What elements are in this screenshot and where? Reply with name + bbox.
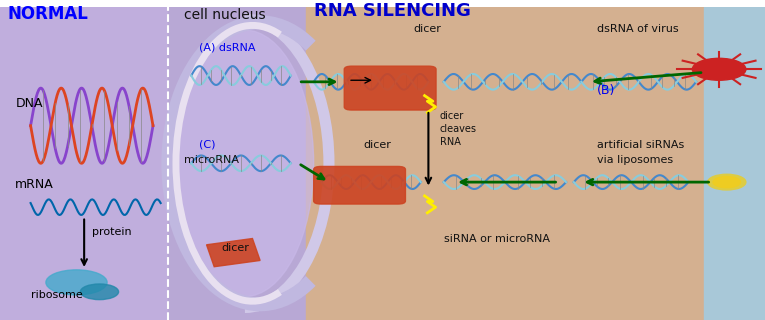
Text: cleaves: cleaves: [440, 124, 477, 134]
FancyBboxPatch shape: [314, 166, 405, 204]
Bar: [168, 7, 306, 320]
Text: (A) dsRNA: (A) dsRNA: [199, 43, 256, 52]
Text: RNA: RNA: [440, 137, 461, 147]
Ellipse shape: [46, 270, 107, 295]
Circle shape: [708, 174, 746, 190]
Text: dicer: dicer: [440, 111, 464, 121]
Text: siRNA or microRNA: siRNA or microRNA: [444, 234, 550, 244]
Text: (B): (B): [597, 84, 615, 97]
Circle shape: [692, 58, 746, 80]
Polygon shape: [207, 238, 260, 267]
Ellipse shape: [176, 30, 314, 297]
Text: cell nucleus: cell nucleus: [184, 8, 265, 22]
Text: dicer: dicer: [363, 140, 391, 150]
Text: protein: protein: [92, 228, 132, 237]
Text: mRNA: mRNA: [15, 178, 54, 191]
Text: dicer: dicer: [222, 243, 249, 253]
Text: ribosome: ribosome: [31, 290, 83, 300]
Bar: [306, 7, 704, 320]
FancyBboxPatch shape: [344, 66, 436, 110]
Text: artificial siRNAs: artificial siRNAs: [597, 140, 684, 150]
Text: microRNA: microRNA: [184, 155, 239, 165]
Text: dsRNA of virus: dsRNA of virus: [597, 24, 679, 34]
Text: DNA: DNA: [15, 97, 43, 110]
Text: NORMAL: NORMAL: [8, 5, 89, 23]
Bar: [0, 7, 168, 320]
Ellipse shape: [80, 284, 119, 300]
Text: RNA SILENCING: RNA SILENCING: [314, 2, 470, 20]
Bar: [704, 7, 765, 320]
Text: dicer: dicer: [413, 24, 441, 34]
Text: via liposomes: via liposomes: [597, 155, 673, 165]
Circle shape: [713, 176, 741, 188]
Text: (C): (C): [199, 140, 216, 150]
